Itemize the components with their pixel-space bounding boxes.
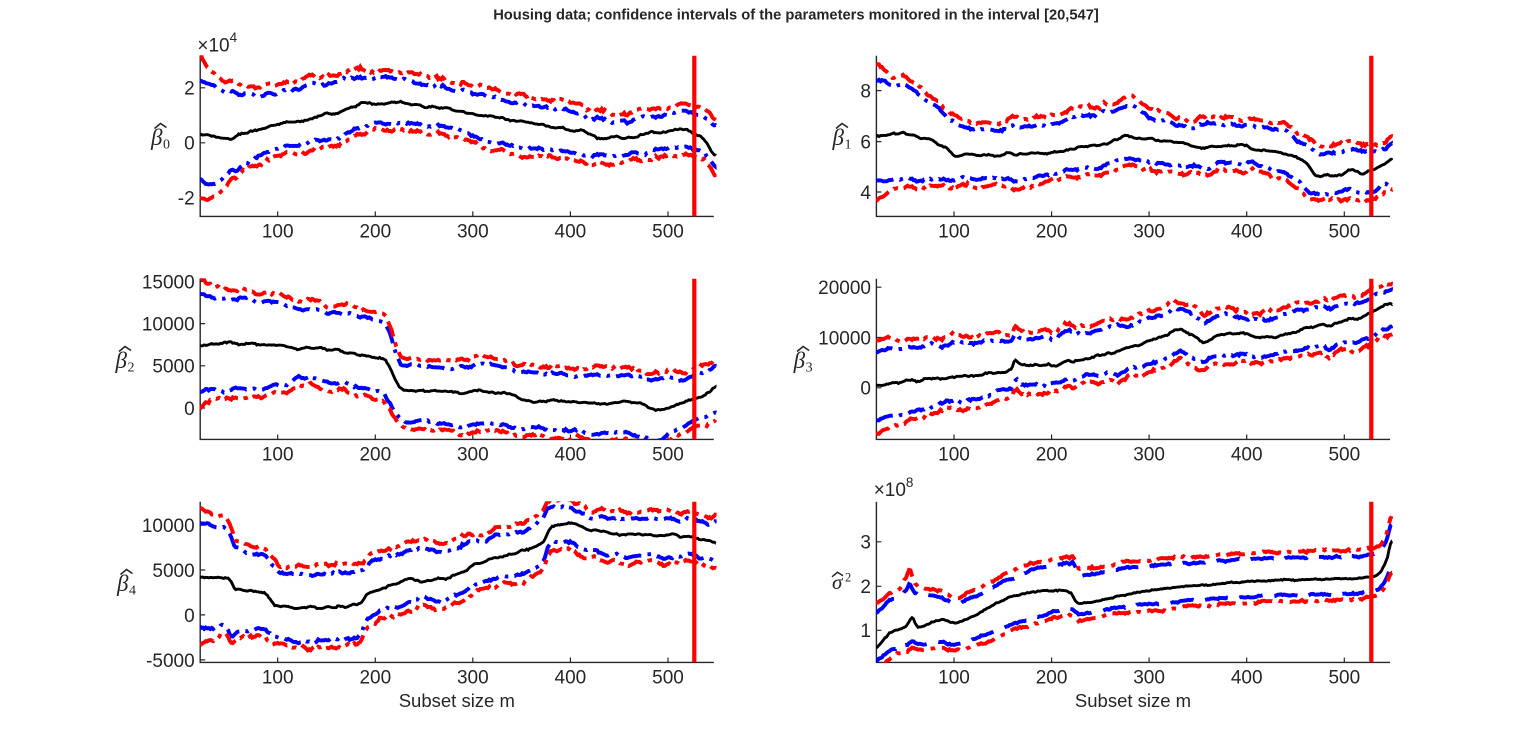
svg-text:200: 200 [359,222,391,243]
svg-text:200: 200 [1036,445,1068,466]
svg-text:100: 100 [938,222,970,243]
svg-text:200: 200 [1036,222,1068,243]
svg-text:β: β [116,571,129,596]
svg-text:300: 300 [1133,668,1165,689]
svg-text:-5000: -5000 [146,651,195,672]
svg-text:500: 500 [1328,222,1360,243]
svg-text:0: 0 [184,606,195,627]
svg-text:400: 400 [555,668,587,689]
svg-text:300: 300 [1133,222,1165,243]
svg-text:300: 300 [457,668,489,689]
svg-text:400: 400 [555,222,587,243]
svg-text:2: 2 [128,361,135,376]
svg-text:200: 200 [359,445,391,466]
svg-text:500: 500 [652,222,684,243]
svg-text:3: 3 [806,361,813,376]
svg-text:4: 4 [860,183,871,204]
svg-text:10000: 10000 [142,516,195,537]
svg-text:400: 400 [1231,668,1263,689]
svg-text:20000: 20000 [818,278,871,299]
svg-text:300: 300 [457,445,489,466]
svg-text:8: 8 [860,82,871,103]
svg-text:100: 100 [262,668,294,689]
svg-text:2: 2 [184,79,195,100]
svg-text:σ: σ [832,570,844,594]
svg-text:400: 400 [1231,222,1263,243]
svg-text:300: 300 [1133,445,1165,466]
svg-text:100: 100 [938,445,970,466]
svg-text:200: 200 [359,668,391,689]
svg-text:β: β [832,125,845,150]
svg-text:5000: 5000 [152,357,194,378]
svg-text:15000: 15000 [142,272,195,293]
svg-text:0: 0 [184,134,195,155]
svg-text:300: 300 [457,222,489,243]
svg-text:1: 1 [860,621,871,642]
svg-text:400: 400 [555,445,587,466]
svg-text:6: 6 [860,133,871,154]
svg-text:0: 0 [163,138,170,153]
svg-text:100: 100 [938,668,970,689]
svg-text:10000: 10000 [142,315,195,336]
svg-text:200: 200 [1036,668,1068,689]
svg-text:Housing data; confidence inter: Housing data; confidence intervals of th… [493,8,1099,24]
svg-text:Subset size m: Subset size m [1075,690,1191,711]
svg-text:400: 400 [1231,445,1263,466]
svg-text:β: β [115,348,128,373]
svg-text:100: 100 [262,445,294,466]
svg-text:500: 500 [1328,445,1360,466]
svg-text:0: 0 [184,399,195,420]
svg-text:1: 1 [845,138,852,153]
svg-text:-2: -2 [178,189,195,210]
svg-text:2: 2 [860,577,871,598]
svg-text:β: β [150,125,163,150]
svg-text:4: 4 [129,584,136,599]
svg-text:0: 0 [860,379,871,400]
svg-text:Subset size m: Subset size m [399,690,515,711]
svg-text:500: 500 [1328,668,1360,689]
svg-text:10000: 10000 [818,328,871,349]
svg-text:3: 3 [860,533,871,554]
svg-text:β: β [793,348,806,373]
svg-text:500: 500 [652,445,684,466]
svg-text:500: 500 [652,668,684,689]
svg-text:100: 100 [262,222,294,243]
svg-text:2: 2 [845,571,851,585]
svg-text:5000: 5000 [152,561,194,582]
